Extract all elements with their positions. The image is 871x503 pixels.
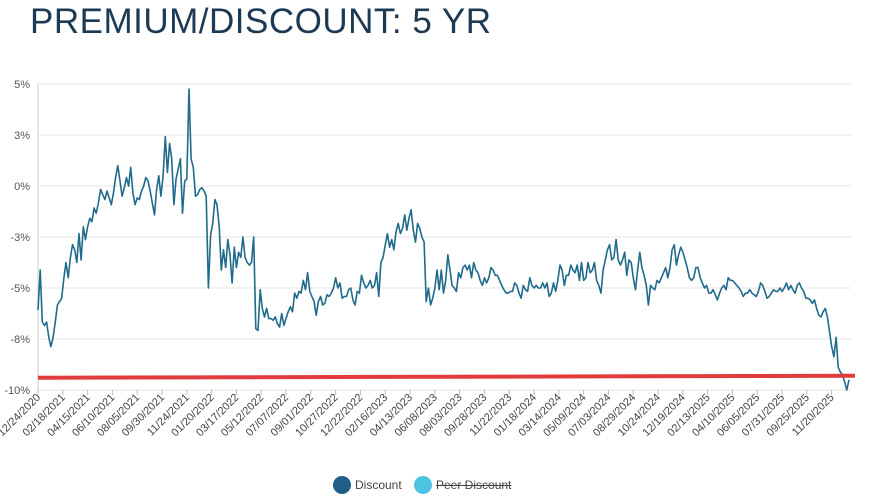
legend-item-discount[interactable]: Discount	[333, 476, 402, 494]
legend-swatch-peer-discount	[414, 476, 432, 494]
legend-label-discount: Discount	[355, 478, 402, 492]
y-tick-label: -10%	[4, 385, 30, 397]
y-tick-label: 5%	[14, 79, 30, 91]
y-tick-label: -3%	[10, 232, 30, 244]
legend-label-peer-discount: Peer Discount	[436, 478, 512, 492]
page-title: PREMIUM/DISCOUNT: 5 YR	[30, 2, 492, 41]
y-tick-label: 0%	[14, 181, 30, 193]
legend-swatch-discount	[333, 476, 351, 494]
series-line-discount	[37, 88, 850, 391]
threshold-line	[37, 373, 856, 380]
y-tick-label: -8%	[10, 334, 30, 346]
legend-item-peer-discount[interactable]: Peer Discount	[414, 476, 511, 494]
chart-legend: Discount Peer Discount	[0, 476, 871, 496]
discount-line-chart: 5%3%0%-3%-5%-8%-10%12/24/202002/18/20210…	[0, 79, 856, 439]
y-tick-label: 3%	[14, 130, 30, 142]
y-tick-label: -5%	[10, 283, 30, 295]
